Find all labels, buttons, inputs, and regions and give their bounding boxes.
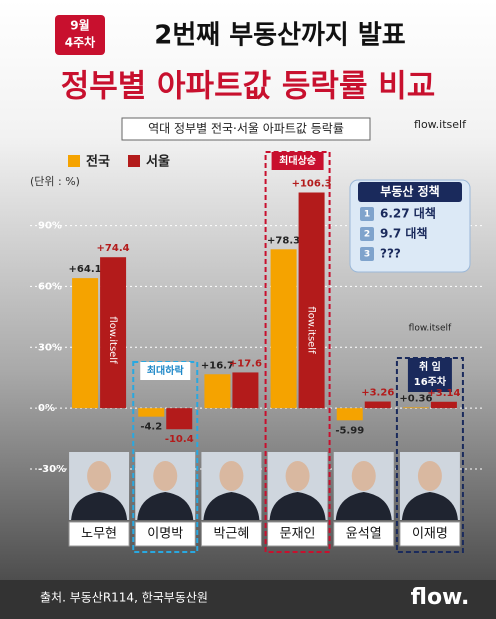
legend-swatch xyxy=(68,155,80,167)
value-label: -5.99 xyxy=(335,425,364,436)
bar xyxy=(232,372,259,409)
annotation-badge xyxy=(407,358,452,392)
policy-title-box xyxy=(358,182,462,202)
value-label: -4.2 xyxy=(140,422,162,433)
chart-title-box xyxy=(121,117,371,141)
portrait-head xyxy=(417,461,442,491)
portrait-body xyxy=(269,492,326,520)
footer-band xyxy=(0,580,496,619)
value-label: -10.4 xyxy=(165,434,194,445)
bar xyxy=(204,374,231,409)
x-tick-label: 박근혜 xyxy=(213,527,249,542)
portrait-head xyxy=(87,461,112,491)
policy-item: 9.7 대책 xyxy=(380,226,428,241)
y-tick-label: 60% xyxy=(38,281,62,292)
value-label: +106.3 xyxy=(292,179,332,190)
value-label: +16.7 xyxy=(201,360,234,371)
policy-num-box xyxy=(360,227,374,241)
value-label: +74.4 xyxy=(97,243,130,254)
value-label: +0.36 xyxy=(399,393,432,404)
y-tick-label: 30% xyxy=(38,342,62,353)
x-tick-label: 이명박 xyxy=(147,527,183,542)
policy-item: 6.27 대책 xyxy=(380,206,436,221)
handle: flow.itself xyxy=(414,118,467,131)
name-box xyxy=(68,521,130,547)
name-box xyxy=(200,521,262,547)
handle-small: flow.itself xyxy=(409,324,452,334)
annotation: 최대상승 xyxy=(279,154,316,167)
legend-label: 서울 xyxy=(146,154,170,170)
policy-num-box xyxy=(360,247,374,261)
policy-num: 2 xyxy=(364,230,370,240)
bar xyxy=(336,408,363,421)
policy-num: 1 xyxy=(364,210,370,220)
portrait-head xyxy=(351,461,376,491)
x-tick-label: 문재인 xyxy=(280,527,316,542)
watermark: flow.itself xyxy=(107,316,118,364)
policy-title: 부동산 정책 xyxy=(380,184,439,199)
bar xyxy=(430,401,457,409)
name-box xyxy=(399,521,461,547)
bar xyxy=(72,278,99,409)
annotation: 최대하락 xyxy=(147,364,185,377)
legend-swatch xyxy=(128,155,140,167)
policy-box xyxy=(349,179,471,273)
name-box xyxy=(333,521,395,547)
name-box xyxy=(134,521,196,547)
value-label: +17.6 xyxy=(229,358,262,369)
policy-num-box xyxy=(360,207,374,221)
bar xyxy=(166,408,193,430)
value-label: +3.14 xyxy=(427,388,460,399)
bar xyxy=(402,407,429,409)
portrait-body xyxy=(401,492,458,520)
subtitle: 정부별 아파트값 등락률 비교 xyxy=(61,69,436,105)
chart-title: 역대 정부별 전국·서울 아파트값 등락률 xyxy=(148,122,344,136)
policy-num: 3 xyxy=(364,250,370,260)
bar xyxy=(298,192,325,409)
bar xyxy=(364,401,391,409)
annotation: 취 임 xyxy=(419,360,441,373)
y-tick-label: -30% xyxy=(38,464,66,475)
bar xyxy=(270,249,297,409)
value-label: +3.26 xyxy=(361,388,394,399)
logo: flow. xyxy=(411,585,470,610)
policy-item: ??? xyxy=(380,247,401,261)
portrait-body xyxy=(137,492,194,520)
portrait-body xyxy=(335,492,392,520)
badge xyxy=(55,15,105,55)
portrait-head xyxy=(219,461,244,491)
legend-label: 전국 xyxy=(86,154,110,170)
unit-label: (단위 : %) xyxy=(30,175,80,188)
value-label: +78.3 xyxy=(267,235,300,246)
annotation: 16주차 xyxy=(414,375,447,388)
source: 출처. 부동산R114, 한국부동산원 xyxy=(40,591,208,605)
bar xyxy=(100,257,127,409)
x-tick-label: 윤석열 xyxy=(346,527,382,542)
portrait-head xyxy=(153,461,178,491)
badge-line: 9월 xyxy=(70,18,89,33)
badge-line: 4주차 xyxy=(65,35,95,50)
portrait-head xyxy=(285,461,310,491)
watermark: flow.itself xyxy=(306,306,317,354)
x-tick-label: 노무현 xyxy=(81,527,117,542)
name-box xyxy=(267,521,329,547)
bar xyxy=(138,408,165,417)
value-label: +64.1 xyxy=(69,264,102,275)
annotation-badge xyxy=(140,362,191,380)
portrait-body xyxy=(71,492,128,520)
x-tick-label: 이재명 xyxy=(412,527,448,542)
portrait-body xyxy=(203,492,260,520)
annotation-badge xyxy=(271,152,324,170)
y-tick-label: 90% xyxy=(38,221,62,232)
title: 2번째 부동산까지 발표 xyxy=(154,21,406,51)
